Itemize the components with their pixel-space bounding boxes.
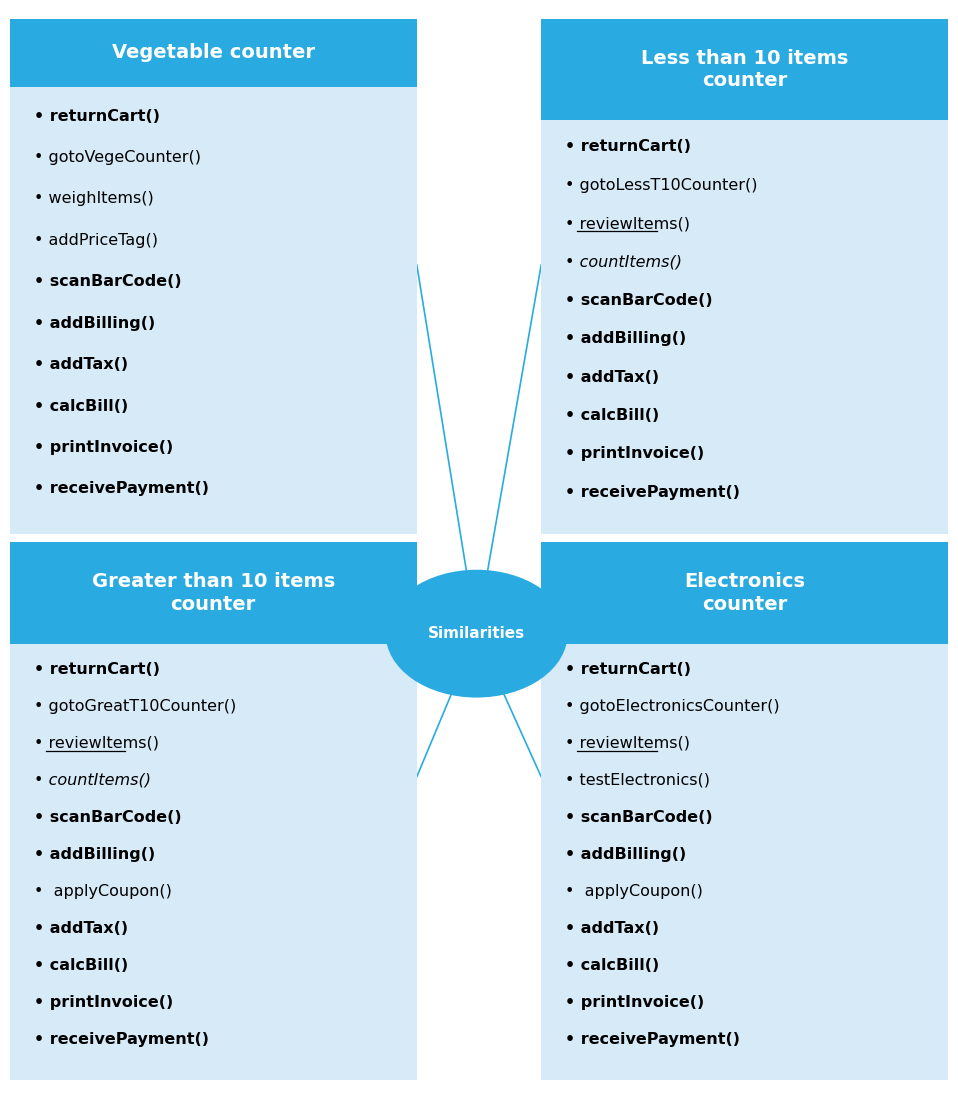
Text: • calcBill(): • calcBill() <box>34 399 127 413</box>
Text: • printInvoice(): • printInvoice() <box>565 995 704 1009</box>
Ellipse shape <box>385 570 567 698</box>
Text: • reviewItems(): • reviewItems() <box>565 216 690 231</box>
Text: Electronics
counter: Electronics counter <box>684 572 806 614</box>
FancyBboxPatch shape <box>10 542 417 1080</box>
Text: • reviewItems(): • reviewItems() <box>34 736 158 750</box>
Text: • testElectronics(): • testElectronics() <box>565 773 710 788</box>
Text: • scanBarCode(): • scanBarCode() <box>565 293 713 307</box>
Text: • scanBarCode(): • scanBarCode() <box>34 274 181 289</box>
Text: • receivePayment(): • receivePayment() <box>34 482 209 496</box>
FancyBboxPatch shape <box>541 19 948 534</box>
Text: • returnCart(): • returnCart() <box>565 140 692 154</box>
Text: • calcBill(): • calcBill() <box>565 958 659 973</box>
Text: Similarities: Similarities <box>428 626 525 641</box>
Text: • scanBarCode(): • scanBarCode() <box>565 810 713 825</box>
Text: • printInvoice(): • printInvoice() <box>34 995 172 1009</box>
Text: • gotoGreatT10Counter(): • gotoGreatT10Counter() <box>34 699 236 714</box>
Text: • addPriceTag(): • addPriceTag() <box>34 233 157 248</box>
Text: • addTax(): • addTax() <box>34 357 127 372</box>
Text: • receivePayment(): • receivePayment() <box>565 1031 741 1047</box>
Text: •  applyCoupon(): • applyCoupon() <box>34 884 171 899</box>
Text: • calcBill(): • calcBill() <box>565 408 659 423</box>
Text: • countItems(): • countItems() <box>34 773 150 788</box>
Text: Less than 10 items
counter: Less than 10 items counter <box>641 48 849 90</box>
FancyBboxPatch shape <box>10 542 417 644</box>
Text: • addBilling(): • addBilling() <box>34 846 155 862</box>
Text: • scanBarCode(): • scanBarCode() <box>34 810 181 825</box>
Text: • addBilling(): • addBilling() <box>34 315 155 331</box>
Text: • returnCart(): • returnCart() <box>34 662 160 677</box>
FancyBboxPatch shape <box>10 19 417 534</box>
Text: • gotoLessT10Counter(): • gotoLessT10Counter() <box>565 177 758 193</box>
Text: • returnCart(): • returnCart() <box>34 109 160 123</box>
FancyBboxPatch shape <box>541 19 948 120</box>
Text: • gotoElectronicsCounter(): • gotoElectronicsCounter() <box>565 699 780 714</box>
Text: Greater than 10 items
counter: Greater than 10 items counter <box>92 572 334 614</box>
FancyBboxPatch shape <box>541 542 948 644</box>
FancyBboxPatch shape <box>10 19 417 87</box>
Text: • addTax(): • addTax() <box>565 369 659 385</box>
Text: • calcBill(): • calcBill() <box>34 958 127 973</box>
Text: • addBilling(): • addBilling() <box>565 846 687 862</box>
Text: • gotoVegeCounter(): • gotoVegeCounter() <box>34 150 200 165</box>
FancyBboxPatch shape <box>541 542 948 1080</box>
Text: • addTax(): • addTax() <box>565 921 659 936</box>
Text: Vegetable counter: Vegetable counter <box>112 43 314 63</box>
Text: • addBilling(): • addBilling() <box>565 332 687 346</box>
Text: • receivePayment(): • receivePayment() <box>34 1031 209 1047</box>
Text: • addTax(): • addTax() <box>34 921 127 936</box>
Text: • returnCart(): • returnCart() <box>565 662 692 677</box>
Text: •  applyCoupon(): • applyCoupon() <box>565 884 703 899</box>
Text: • printInvoice(): • printInvoice() <box>34 440 172 455</box>
Text: • countItems(): • countItems() <box>565 255 682 270</box>
Text: • receivePayment(): • receivePayment() <box>565 485 741 500</box>
Text: • weighItems(): • weighItems() <box>34 192 153 206</box>
Text: • reviewItems(): • reviewItems() <box>565 736 690 750</box>
Text: • printInvoice(): • printInvoice() <box>565 446 704 462</box>
